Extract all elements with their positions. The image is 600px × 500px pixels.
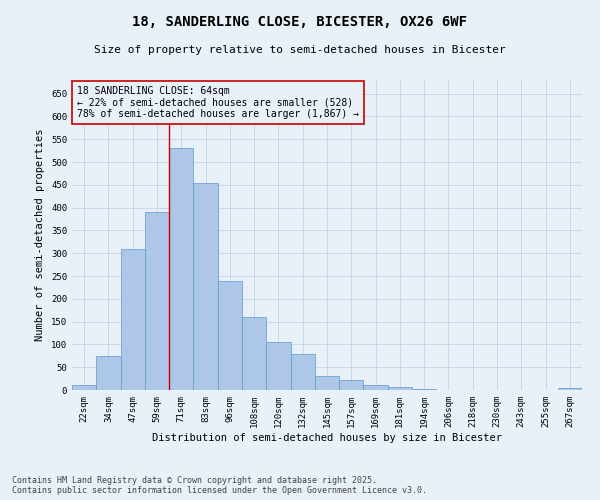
Bar [218, 280, 242, 390]
Bar [72, 386, 96, 390]
X-axis label: Distribution of semi-detached houses by size in Bicester: Distribution of semi-detached houses by … [152, 432, 502, 442]
Bar [96, 356, 121, 390]
Bar [388, 387, 412, 390]
Text: 18, SANDERLING CLOSE, BICESTER, OX26 6WF: 18, SANDERLING CLOSE, BICESTER, OX26 6WF [133, 15, 467, 29]
Bar [339, 380, 364, 390]
Text: Contains HM Land Registry data © Crown copyright and database right 2025.
Contai: Contains HM Land Registry data © Crown c… [12, 476, 427, 495]
Text: Size of property relative to semi-detached houses in Bicester: Size of property relative to semi-detach… [94, 45, 506, 55]
Bar [169, 148, 193, 390]
Y-axis label: Number of semi-detached properties: Number of semi-detached properties [35, 128, 46, 341]
Bar [364, 386, 388, 390]
Bar [121, 248, 145, 390]
Bar [193, 182, 218, 390]
Bar [242, 317, 266, 390]
Bar [315, 376, 339, 390]
Bar [266, 342, 290, 390]
Bar [558, 388, 582, 390]
Bar [290, 354, 315, 390]
Bar [145, 212, 169, 390]
Text: 18 SANDERLING CLOSE: 64sqm
← 22% of semi-detached houses are smaller (528)
78% o: 18 SANDERLING CLOSE: 64sqm ← 22% of semi… [77, 86, 359, 120]
Bar [412, 388, 436, 390]
